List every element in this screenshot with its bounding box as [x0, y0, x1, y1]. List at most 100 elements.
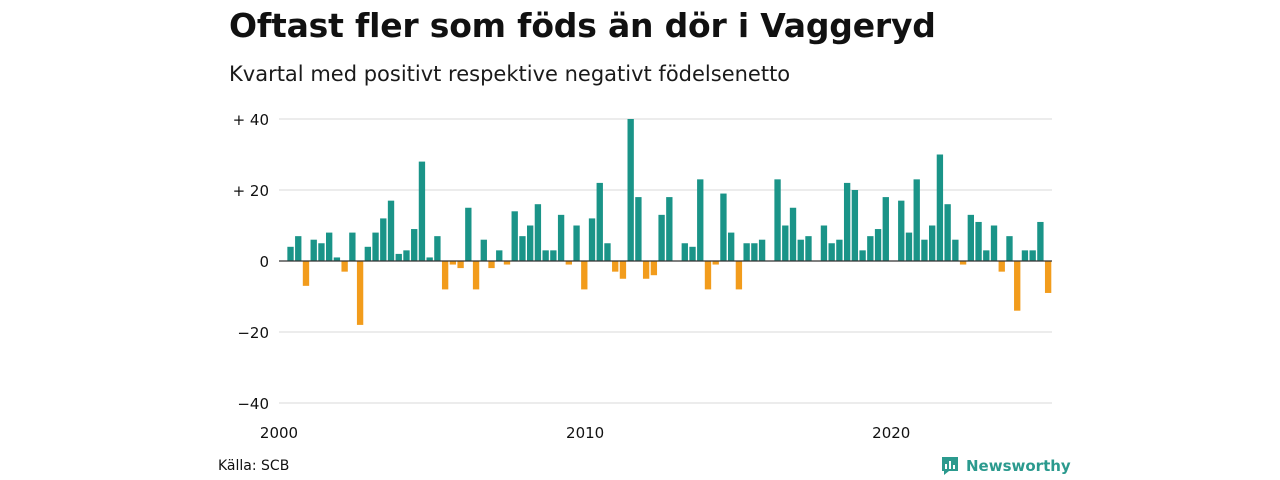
bar-positive [519, 236, 526, 261]
bar-positive [751, 243, 758, 261]
bar-negative [302, 261, 310, 286]
bar-negative [735, 261, 743, 290]
bar-negative [1044, 261, 1052, 293]
bar-negative [449, 261, 457, 265]
bar-positive [658, 214, 665, 261]
y-tick-label: + 40 [233, 111, 269, 129]
chart-title: Oftast fler som föds än dör i Vaggeryd [229, 6, 936, 45]
bar-positive [681, 243, 688, 261]
bar-positive [557, 214, 565, 261]
bar-negative [998, 261, 1005, 272]
bar-positive [434, 236, 441, 261]
bar-positive [426, 257, 433, 261]
bar-positive [843, 182, 851, 261]
bar-positive [859, 250, 866, 261]
x-axis-labels: 2000 2010 2020 [260, 424, 910, 442]
bar-positive [542, 250, 549, 261]
bar-negative [619, 261, 627, 279]
bar-negative [472, 261, 480, 290]
bar-positive [480, 239, 487, 261]
bar-positive [287, 246, 294, 261]
bar-negative [581, 261, 588, 290]
bar-positive [936, 154, 944, 261]
bar-positive [867, 236, 874, 261]
bar-positive [496, 250, 503, 261]
brand-logo[interactable]: Newsworthy [940, 456, 1071, 476]
bar-positive [465, 207, 472, 261]
bar-positive [1037, 221, 1044, 261]
bar-positive [921, 239, 928, 261]
bar-positive [403, 250, 410, 261]
bar-positive [898, 200, 905, 261]
bar-positive [333, 257, 341, 261]
bar-positive [635, 197, 642, 261]
bar-negative [441, 261, 449, 290]
bar-positive [913, 179, 920, 261]
bar-positive [310, 239, 317, 261]
x-tick-label: 2010 [566, 424, 604, 442]
bar-positive [511, 211, 518, 261]
bar-positive [372, 232, 379, 261]
bar-positive [326, 232, 333, 261]
brand-name: Newsworthy [966, 457, 1071, 475]
newsworthy-logo-icon [942, 457, 958, 475]
bar-positive [318, 243, 325, 261]
bar-positive [743, 243, 750, 261]
bar-negative [650, 261, 658, 276]
bar-positive [882, 197, 889, 261]
bar-positive [550, 250, 557, 261]
bar-positive [975, 221, 982, 261]
bar-positive [697, 179, 704, 261]
bar-positive [418, 161, 426, 261]
bar-positive [295, 236, 302, 261]
y-tick-label: 0 [259, 253, 269, 271]
bar-positive [929, 225, 936, 261]
y-tick-label: + 20 [233, 182, 269, 200]
bar-positive [395, 253, 402, 261]
bar-positive [604, 243, 611, 261]
bar-positive [349, 232, 356, 261]
bar-negative [959, 261, 967, 265]
bar-positive [720, 193, 727, 261]
bar-positive [820, 225, 828, 261]
bar-positive [728, 232, 735, 261]
bar-negative [457, 261, 464, 269]
bar-positive [573, 225, 580, 261]
bar-positive [527, 225, 534, 261]
grid-lines [279, 118, 1052, 404]
bar-negative [503, 261, 511, 265]
bar-positive [789, 207, 797, 261]
bar-negative [612, 261, 619, 272]
bar-negative [712, 261, 719, 265]
bar-negative [356, 261, 364, 325]
bar-positive [836, 239, 843, 261]
bar-positive [1006, 236, 1013, 261]
bar-positive [380, 218, 387, 261]
bar-positive [797, 239, 804, 261]
source-note: Källa: SCB [218, 458, 290, 474]
bar-positive [805, 236, 812, 261]
y-tick-label: −40 [237, 395, 269, 413]
bar-positive [596, 182, 603, 261]
bar-positive [666, 197, 673, 261]
bar-positive [905, 232, 913, 261]
bar-positive [828, 243, 835, 261]
bar-positive [1029, 250, 1036, 261]
bar-positive [627, 119, 634, 261]
bar-series [287, 119, 1052, 325]
bar-positive [983, 250, 990, 261]
bar-negative [341, 261, 348, 272]
bar-positive [387, 200, 395, 261]
x-tick-label: 2020 [872, 424, 910, 442]
bar-positive [944, 204, 951, 261]
bar-positive [588, 218, 596, 261]
bar-positive [851, 190, 859, 261]
bar-positive [774, 179, 781, 261]
bar-negative [565, 261, 572, 265]
bar-negative [642, 261, 650, 279]
bar-positive [758, 239, 766, 261]
bar-positive [1021, 250, 1029, 261]
bar-positive [364, 246, 371, 261]
bar-negative [1014, 261, 1021, 311]
